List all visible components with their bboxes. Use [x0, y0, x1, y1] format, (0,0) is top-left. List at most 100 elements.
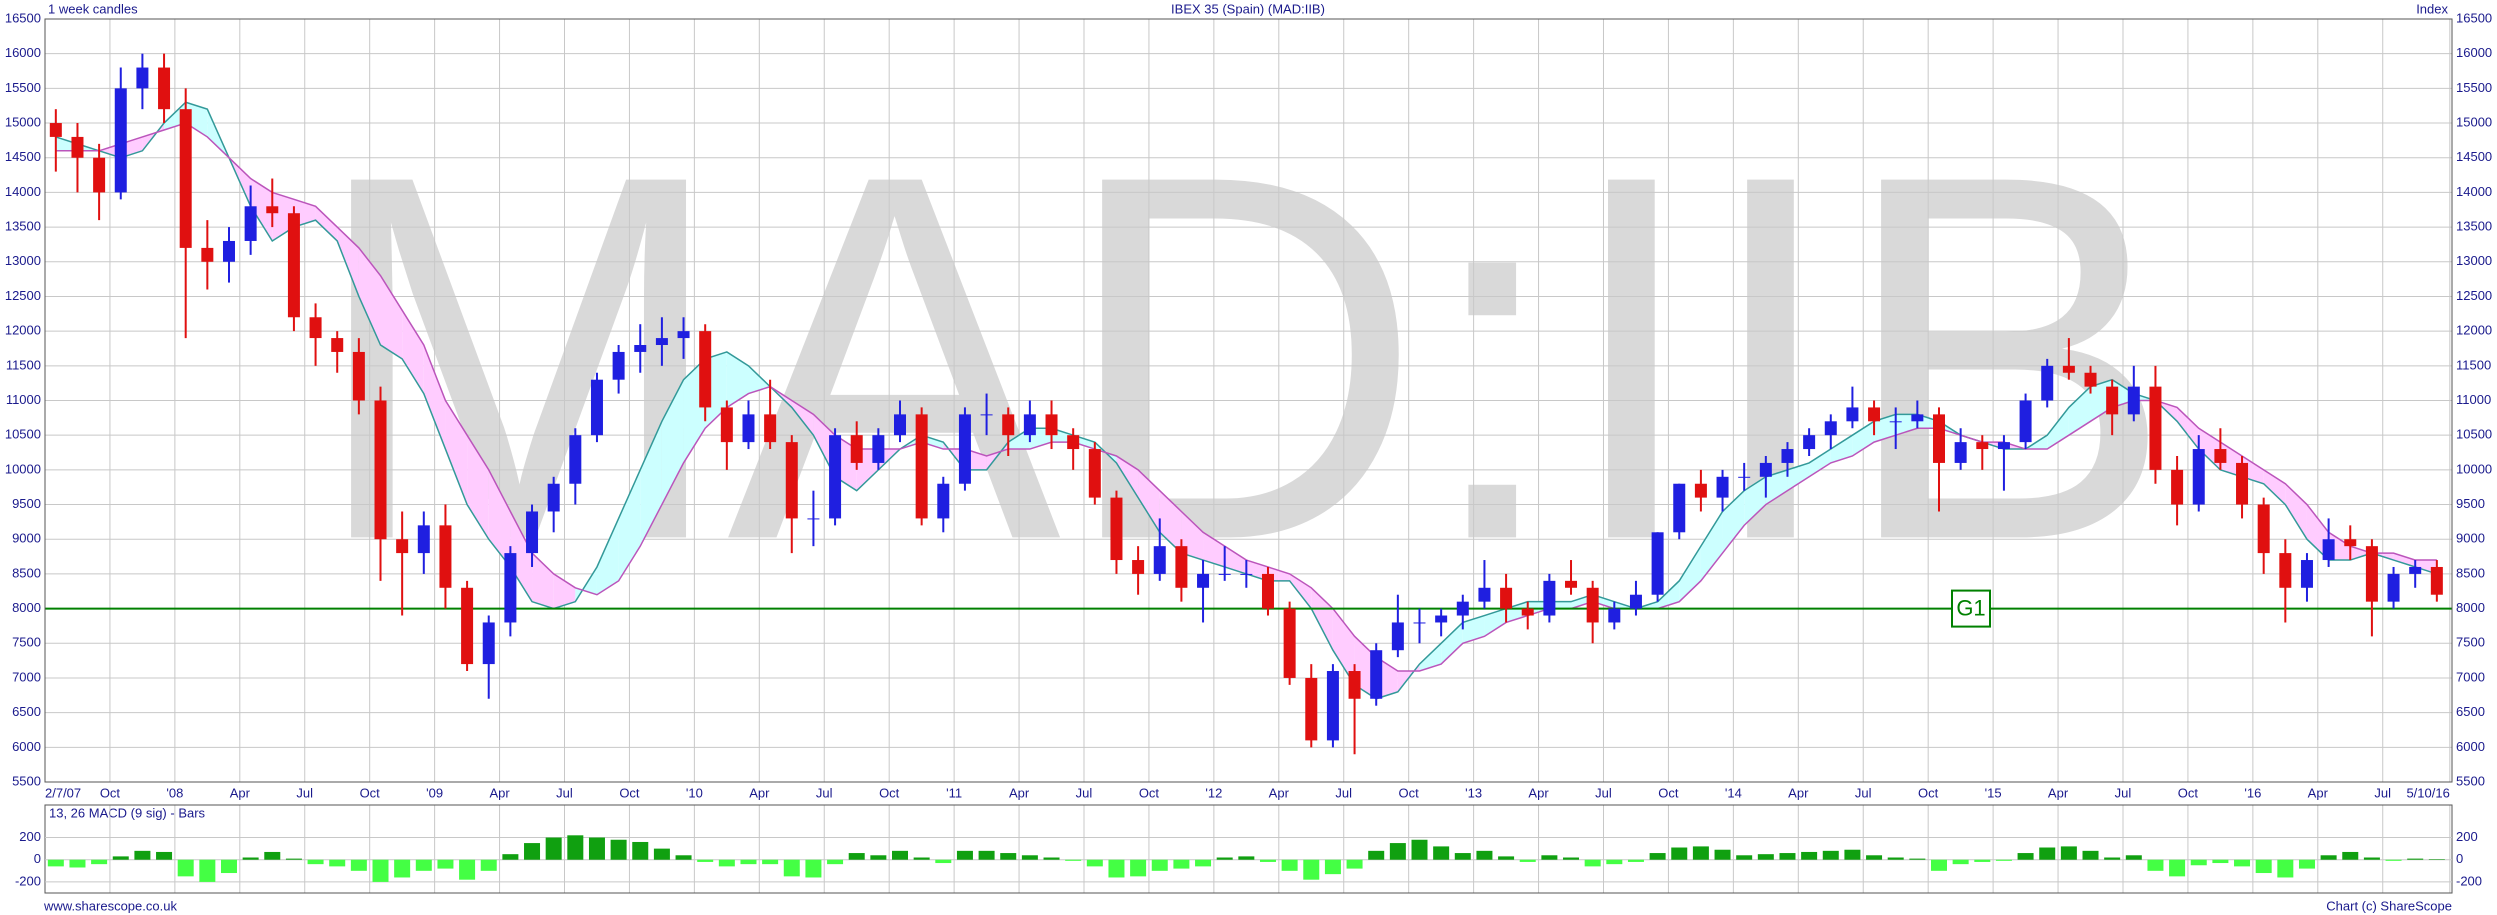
- cloud-fill: [1679, 546, 1701, 602]
- macd-bar: [177, 859, 194, 877]
- macd-bar: [1130, 859, 1147, 877]
- y-tick-label-right: 13500: [2456, 219, 2492, 234]
- macd-bar: [653, 848, 670, 860]
- macd-bar: [1757, 854, 1774, 860]
- candle-body: [2019, 400, 2032, 443]
- candle-body: [1283, 608, 1296, 678]
- macd-bar: [437, 859, 454, 869]
- macd-bar: [1692, 846, 1709, 860]
- x-tick-label: Apr: [2308, 785, 2329, 800]
- candle-body: [1370, 650, 1383, 699]
- y-tick-label-right: 11500: [2456, 357, 2491, 372]
- candle-body: [1651, 532, 1664, 595]
- candle-body: [1240, 573, 1253, 575]
- macd-bar: [1259, 859, 1276, 862]
- macd-bar: [1671, 847, 1688, 860]
- y-tick-label-right: 7500: [2456, 635, 2485, 650]
- cloud-fill: [380, 275, 403, 359]
- macd-bar: [1368, 850, 1385, 860]
- candle-body: [785, 442, 798, 519]
- macd-bar: [1389, 843, 1406, 860]
- macd-bar: [2039, 847, 2056, 860]
- y-tick-label: 11500: [6, 357, 41, 372]
- x-tick-label: '14: [1725, 785, 1742, 800]
- candle-body: [1391, 622, 1404, 651]
- x-tick-label: Jul: [556, 785, 573, 800]
- macd-bar: [47, 859, 64, 867]
- y-axis-label: Index: [2416, 1, 2448, 16]
- macd-bar: [632, 841, 649, 860]
- macd-bar: [1238, 856, 1255, 860]
- macd-bar: [1649, 853, 1666, 860]
- macd-bar: [978, 850, 995, 860]
- candle-body: [1088, 449, 1101, 498]
- macd-bar: [1195, 859, 1212, 867]
- cloud-fill: [402, 310, 424, 394]
- macd-bar: [675, 855, 692, 860]
- x-tick-label: Apr: [230, 785, 251, 800]
- cloud-fill: [1289, 573, 1312, 609]
- macd-bar: [1779, 853, 1796, 860]
- x-tick-label: '15: [1985, 785, 2002, 800]
- y-tick-label-right: 5500: [2456, 773, 2485, 788]
- x-tick-label: Oct: [100, 785, 121, 800]
- candle-body: [1110, 497, 1123, 561]
- macd-bar: [1346, 859, 1363, 869]
- macd-bar: [1866, 855, 1883, 860]
- cloud-fill: [1744, 476, 1766, 526]
- candle-body: [850, 435, 863, 463]
- macd-bar: [156, 851, 173, 860]
- macd-bar: [1584, 859, 1601, 867]
- macd-tick-label: 0: [34, 851, 41, 866]
- x-tick-label: Apr: [1528, 785, 1549, 800]
- candle-body: [287, 213, 300, 318]
- cloud-fill: [618, 469, 641, 581]
- candle-body: [2041, 365, 2054, 401]
- candle-body: [1023, 414, 1036, 436]
- macd-bar: [2125, 855, 2142, 860]
- candle-body: [1694, 483, 1707, 498]
- macd-bar: [2147, 859, 2164, 871]
- footer-left: www.sharescope.co.uk: [43, 898, 177, 913]
- macd-bar: [2385, 859, 2402, 861]
- macd-bar: [2428, 859, 2445, 860]
- macd-bar: [2363, 857, 2380, 860]
- cloud-fill: [2068, 386, 2091, 436]
- candle-body: [1045, 414, 1058, 436]
- y-tick-label-right: 12500: [2456, 288, 2492, 303]
- macd-bar: [350, 859, 367, 871]
- candle-body: [417, 525, 430, 554]
- y-tick-label: 5500: [12, 773, 41, 788]
- macd-bar: [567, 835, 584, 860]
- candle-body: [1456, 601, 1469, 616]
- candle-body: [764, 414, 777, 443]
- x-tick-label: '09: [426, 785, 443, 800]
- candle-body: [2409, 566, 2422, 574]
- candle-body: [1326, 671, 1339, 741]
- macd-bar: [805, 859, 822, 878]
- macd-tick-label-right: 0: [2456, 851, 2463, 866]
- candle-body: [894, 414, 907, 436]
- macd-bar: [199, 859, 216, 882]
- macd-tick-label-right: 200: [2456, 829, 2478, 844]
- candle-body: [1153, 546, 1166, 574]
- y-tick-label-right: 6500: [2456, 704, 2485, 719]
- macd-bar: [2277, 859, 2294, 878]
- candle-body: [2279, 553, 2292, 588]
- y-tick-label-right: 16500: [2456, 10, 2492, 25]
- y-tick-label-right: 10000: [2456, 461, 2492, 476]
- x-tick-label: '12: [1205, 785, 1222, 800]
- macd-bar: [1498, 856, 1515, 860]
- cloud-fill: [791, 400, 814, 436]
- macd-bar: [1952, 859, 1969, 865]
- candle-body: [1803, 435, 1816, 450]
- macd-bar: [956, 850, 973, 860]
- macd-bar: [2169, 859, 2186, 877]
- macd-bar: [718, 859, 735, 867]
- x-tick-label: Jul: [296, 785, 313, 800]
- candle-body: [1521, 608, 1534, 616]
- candle-body: [2344, 539, 2357, 547]
- candle-body: [1997, 442, 2010, 450]
- candle-body: [1629, 594, 1642, 609]
